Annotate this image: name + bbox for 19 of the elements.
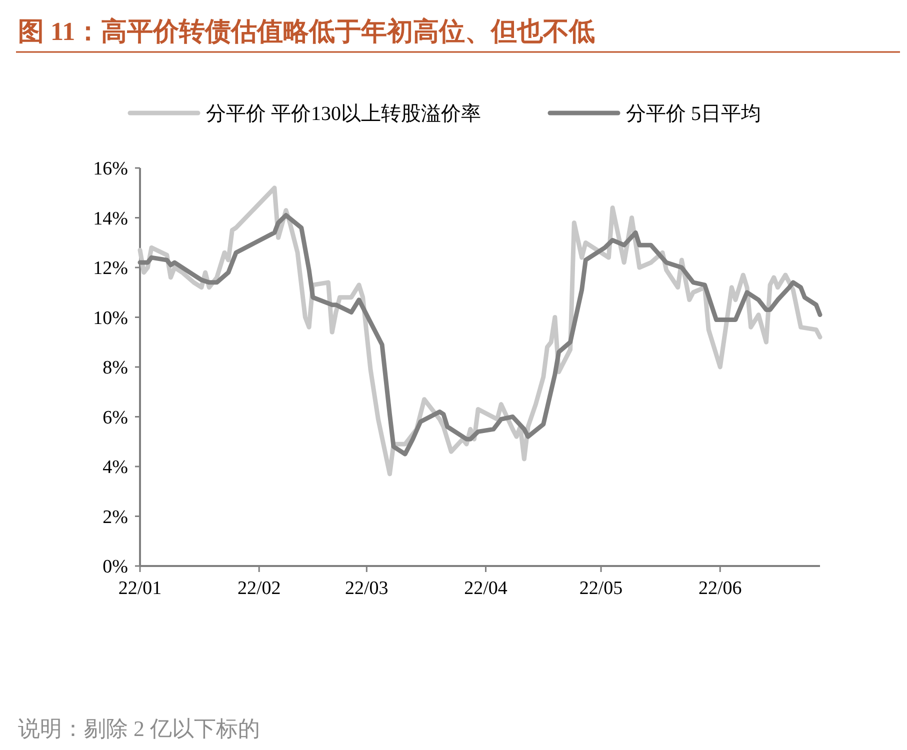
- x-tick-label: 22/04: [464, 578, 508, 599]
- chart-title: 图 11：高平价转债估值略低于年初高位、但也不低: [18, 17, 596, 46]
- legend-label: 分平价 平价130以上转股溢价率: [206, 103, 481, 125]
- y-tick-label: 8%: [102, 358, 128, 379]
- y-tick-label: 14%: [93, 208, 128, 230]
- y-tick-label: 4%: [102, 457, 128, 478]
- x-tick-label: 22/05: [579, 578, 623, 599]
- y-tick-label: 16%: [93, 158, 128, 180]
- x-tick-label: 22/03: [345, 578, 388, 599]
- x-tick-label: 22/01: [118, 578, 162, 599]
- legend-label: 分平价 5日平均: [626, 103, 761, 125]
- y-tick-label: 6%: [102, 407, 128, 428]
- y-tick-label: 12%: [93, 258, 128, 280]
- x-tick-label: 22/06: [698, 578, 742, 599]
- y-tick-label: 2%: [102, 506, 128, 528]
- y-tick-label: 10%: [93, 308, 128, 329]
- y-tick-label: 0%: [102, 556, 128, 578]
- text: 说明：剔除 2 亿以下标的: [18, 716, 260, 741]
- x-tick-label: 22/02: [237, 578, 281, 599]
